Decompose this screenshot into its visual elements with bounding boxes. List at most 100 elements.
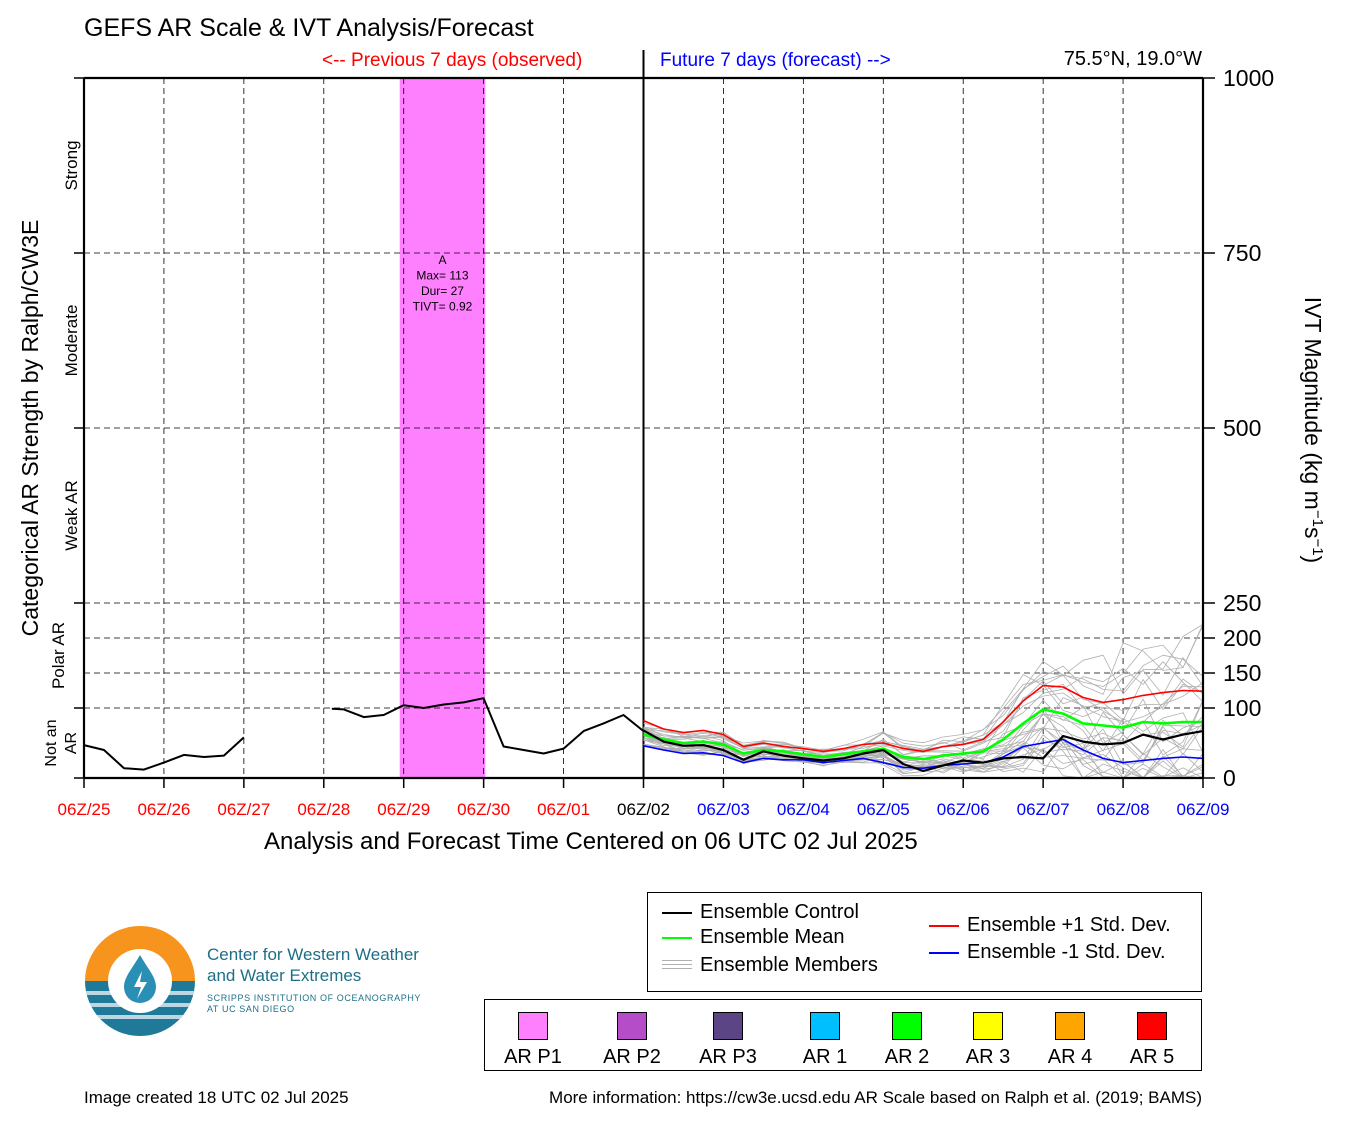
x-axis-tick-label: 06Z/04 xyxy=(777,800,830,819)
more-info-note: More information: https://cw3e.ucsd.edu … xyxy=(549,1088,1202,1107)
ensemble-member-line xyxy=(643,654,1204,752)
legend-mean: Ensemble Mean xyxy=(662,926,845,949)
legend-mean-label: Ensemble Mean xyxy=(700,926,845,948)
ar-1-label: AR 1 xyxy=(802,1046,848,1068)
legend-cat-ar-1: AR 1 xyxy=(785,1012,865,1069)
ar-4-label: AR 4 xyxy=(1047,1046,1093,1068)
right-axis-tick-label: 150 xyxy=(1223,660,1261,686)
legend-minus-std: Ensemble -1 Std. Dev. xyxy=(929,941,1166,964)
legend-cat-ar-3: AR 3 xyxy=(948,1012,1028,1069)
ar-2-swatch xyxy=(892,1012,922,1040)
ar-event-label-line: Dur= 27 xyxy=(421,284,464,298)
logo-name: Center for Western Weather and Water Ext… xyxy=(207,944,419,986)
ar-event-label-line: Max= 113 xyxy=(416,269,468,283)
legend-plus-std-swatch xyxy=(929,924,959,927)
future-days-label: Future 7 days (forecast) --> xyxy=(660,50,891,71)
right-axis-tick-label: 750 xyxy=(1223,240,1261,266)
ensemble-member-line xyxy=(643,737,1204,779)
legend-members-swatch xyxy=(662,959,692,972)
x-axis-tick-label: 06Z/05 xyxy=(857,800,910,819)
logo-sub-line2: AT UC SAN DIEGO xyxy=(207,1004,295,1014)
legend-mean-swatch xyxy=(662,936,692,939)
ar-5-swatch xyxy=(1137,1012,1167,1040)
legend-members-label: Ensemble Members xyxy=(700,954,878,976)
right-axis-tick-label: 500 xyxy=(1223,415,1261,441)
legend-cat-ar-p1: AR P1 xyxy=(493,1012,573,1069)
x-axis-tick-label: 06Z/30 xyxy=(457,800,510,819)
category-label: Polar AR xyxy=(49,622,68,689)
plus-std-line xyxy=(643,684,1204,753)
ar-5-label: AR 5 xyxy=(1129,1046,1175,1068)
ensemble-control-line xyxy=(642,729,1204,773)
ar-p1-swatch xyxy=(518,1012,548,1040)
legend-control-label: Ensemble Control xyxy=(700,901,859,923)
x-axis-tick-label: 06Z/26 xyxy=(137,800,190,819)
minus-std-line xyxy=(643,738,1204,770)
ensemble-member-line xyxy=(643,679,1204,756)
ar-3-label: AR 3 xyxy=(965,1046,1011,1068)
logo-sub-line1: SCRIPPS INSTITUTION OF OCEANOGRAPHY xyxy=(207,993,422,1003)
legend-cat-ar-p3: AR P3 xyxy=(688,1012,768,1069)
x-axis-tick-label: 06Z/08 xyxy=(1097,800,1150,819)
legend-members: Ensemble Members xyxy=(662,954,878,977)
legend-control-swatch xyxy=(662,911,692,914)
x-axis-tick-label: 06Z/02 xyxy=(617,800,670,819)
category-label: AR xyxy=(63,732,80,754)
cw3e-logo-icon xyxy=(85,926,195,1036)
observed-ivt-line xyxy=(83,736,245,771)
x-axis-tick-label: 06Z/03 xyxy=(697,800,750,819)
legend-control: Ensemble Control xyxy=(662,901,859,924)
x-axis-tick-label: 06Z/07 xyxy=(1017,800,1070,819)
right-axis-title: IVT Magnitude (kg m−1s−1) xyxy=(1300,297,1327,563)
category-label: Weak AR xyxy=(62,480,81,551)
ar-2-label: AR 2 xyxy=(884,1046,930,1068)
ar-p1-label: AR P1 xyxy=(504,1046,562,1068)
category-label: Moderate xyxy=(62,305,81,377)
ensemble-member-line xyxy=(643,623,1204,752)
ar-4-swatch xyxy=(1055,1012,1085,1040)
legend-cat-ar-5: AR 5 xyxy=(1112,1012,1192,1069)
location-label: 75.5°N, 19.0°W xyxy=(1063,48,1202,70)
x-axis-label: Analysis and Forecast Time Centered on 0… xyxy=(264,828,918,855)
logo-name-line2: and Water Extremes xyxy=(207,966,362,985)
right-axis-tick-label: 100 xyxy=(1223,695,1261,721)
logo-name-line1: Center for Western Weather xyxy=(207,945,419,964)
image-created-note: Image created 18 UTC 02 Jul 2025 xyxy=(84,1088,349,1107)
x-axis-tick-label: 06Z/06 xyxy=(937,800,990,819)
ar-p2-label: AR P2 xyxy=(603,1046,661,1068)
legend-plus-std: Ensemble +1 Std. Dev. xyxy=(929,914,1171,937)
x-axis-tick-label: 06Z/01 xyxy=(537,800,590,819)
right-axis-tick-label: 250 xyxy=(1223,590,1261,616)
category-label: Not an xyxy=(43,719,60,766)
ensemble-member-line xyxy=(643,624,1204,752)
legend-cat-ar-2: AR 2 xyxy=(867,1012,947,1069)
previous-days-label: <-- Previous 7 days (observed) xyxy=(322,50,583,71)
ensemble-member-line xyxy=(643,699,1204,760)
right-axis-tick-label: 0 xyxy=(1223,765,1236,791)
line-legend: Ensemble Control Ensemble Mean Ensemble … xyxy=(647,892,1202,992)
x-axis-tick-label: 06Z/09 xyxy=(1177,800,1230,819)
logo-subtitle: SCRIPPS INSTITUTION OF OCEANOGRAPHY AT U… xyxy=(207,993,421,1015)
x-axis-tick-label: 06Z/27 xyxy=(217,800,270,819)
ar-1-swatch xyxy=(810,1012,840,1040)
x-axis-tick-label: 06Z/25 xyxy=(58,800,111,819)
category-legend: AR P1 AR P2 AR P3 AR 1 AR 2 AR 3 AR 4 AR… xyxy=(484,999,1202,1071)
right-axis-tick-label: 200 xyxy=(1223,625,1261,651)
x-axis-tick-label: 06Z/28 xyxy=(297,800,350,819)
legend-cat-ar-4: AR 4 xyxy=(1030,1012,1110,1069)
ar-p3-swatch xyxy=(713,1012,743,1040)
left-axis-title: Categorical AR Strength by Ralph/CW3E xyxy=(17,220,43,637)
legend-cat-ar-p2: AR P2 xyxy=(592,1012,672,1069)
legend-plus-std-label: Ensemble +1 Std. Dev. xyxy=(967,914,1171,936)
ar-p3-label: AR P3 xyxy=(699,1046,757,1068)
legend-minus-std-label: Ensemble -1 Std. Dev. xyxy=(967,941,1166,963)
chart-title: GEFS AR Scale & IVT Analysis/Forecast xyxy=(84,14,534,42)
ar-event-label-line: TIVT= 0.92 xyxy=(413,300,473,314)
ar-event-label-line: A xyxy=(438,253,446,267)
ar-p1-event-band xyxy=(399,78,486,778)
right-axis-tick-label: 1000 xyxy=(1223,65,1274,91)
ar-p2-swatch xyxy=(617,1012,647,1040)
x-axis-tick-label: 06Z/29 xyxy=(377,800,430,819)
observed-ivt-line xyxy=(331,697,645,755)
